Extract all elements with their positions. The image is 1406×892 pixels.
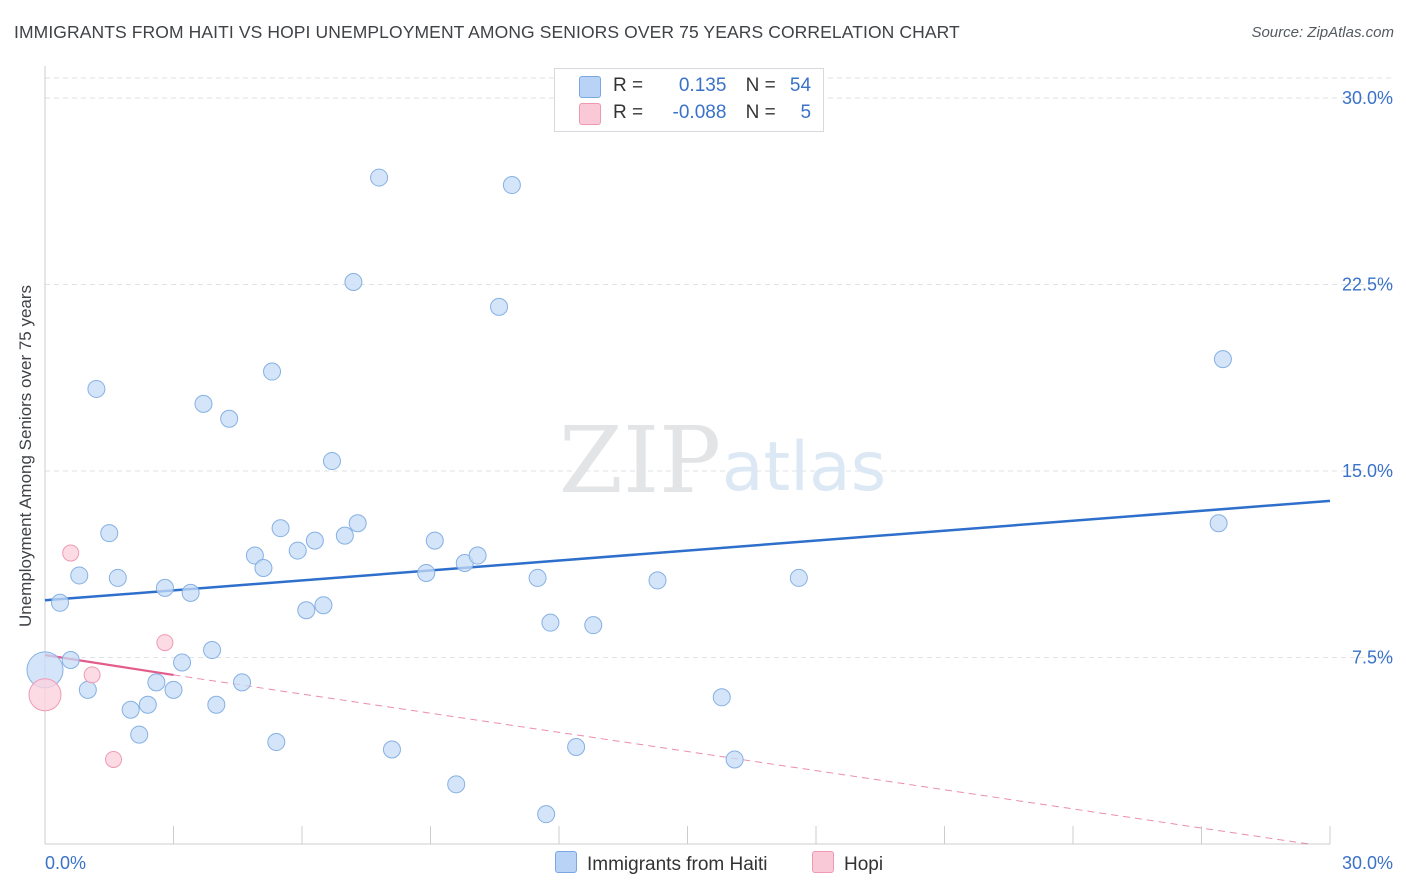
- bottom-legend-swatch-hopi: [812, 851, 834, 873]
- haiti-point: [100, 524, 119, 543]
- legend-r-label: R =: [613, 75, 644, 96]
- hopi-point: [156, 634, 174, 652]
- correlation-legend: R = 0.135 N = 54 R = -0.088 N = 5: [554, 68, 824, 132]
- haiti-point: [271, 519, 290, 538]
- haiti-trend-line: [44, 499, 1331, 602]
- haiti-point: [648, 571, 667, 590]
- haiti-point: [147, 673, 166, 692]
- haiti-point: [490, 297, 509, 316]
- haiti-point: [164, 680, 183, 699]
- y-tick-label: 22.5%: [1342, 275, 1393, 295]
- bottom-legend-label-haiti: Immigrants from Haiti: [587, 854, 768, 875]
- haiti-point: [78, 680, 97, 699]
- haiti-point: [70, 566, 89, 585]
- haiti-point: [305, 531, 324, 550]
- bottom-legend-hopi: Hopi: [812, 851, 883, 876]
- legend-n-label: N =: [745, 75, 776, 96]
- haiti-point: [194, 394, 213, 413]
- y-tick-label: 30.0%: [1342, 88, 1393, 108]
- haiti-point: [173, 653, 192, 672]
- haiti-point: [50, 593, 69, 612]
- haiti-point: [297, 601, 316, 620]
- haiti-point: [417, 563, 436, 582]
- haiti-point: [348, 514, 367, 533]
- haiti-point: [322, 452, 341, 471]
- grid-layer: [45, 77, 1394, 658]
- haiti-point: [584, 616, 603, 635]
- haiti-point: [425, 531, 444, 550]
- haiti-point: [181, 583, 200, 602]
- y-tick-label: 15.0%: [1342, 461, 1393, 481]
- legend-r-value-haiti: 0.135: [678, 75, 727, 96]
- point-layer: [26, 168, 1232, 824]
- bottom-legend-label-hopi: Hopi: [844, 854, 884, 875]
- legend-n-value-hopi: 5: [800, 102, 812, 123]
- hopi-point: [62, 544, 80, 562]
- source-credit: Source: ZipAtlas.com: [1251, 24, 1394, 41]
- haiti-point: [528, 568, 547, 587]
- haiti-point: [233, 673, 252, 692]
- haiti-point: [541, 613, 560, 632]
- axis-layer: 7.5% 15.0% 22.5% 30.0% 0.0% 30.0%: [44, 66, 1393, 873]
- haiti-point: [108, 568, 127, 587]
- watermark-atlas: atlas: [722, 428, 886, 507]
- watermark: ZIP atlas: [559, 407, 886, 514]
- legend-swatch-haiti: [579, 76, 601, 98]
- haiti-point: [502, 176, 521, 195]
- haiti-point: [712, 688, 731, 707]
- haiti-point: [203, 641, 222, 660]
- haiti-point: [1213, 350, 1232, 369]
- haiti-point: [537, 805, 556, 824]
- bottom-legend-haiti: Immigrants from Haiti: [555, 851, 768, 876]
- legend-r-value-hopi: -0.088: [672, 102, 727, 123]
- haiti-point: [789, 568, 808, 587]
- haiti-point: [370, 168, 389, 187]
- haiti-point: [138, 695, 157, 714]
- haiti-point: [725, 750, 744, 769]
- y-tick-label: 7.5%: [1352, 648, 1393, 668]
- haiti-point: [344, 273, 363, 292]
- haiti-point: [567, 738, 586, 757]
- haiti-point: [335, 526, 354, 545]
- bottom-legend-swatch-haiti: [555, 851, 577, 873]
- haiti-point: [382, 740, 401, 759]
- haiti-point: [245, 546, 264, 565]
- haiti-point: [1209, 514, 1228, 533]
- haiti-point: [267, 733, 286, 752]
- haiti-point: [254, 558, 273, 577]
- haiti-point: [87, 379, 106, 398]
- haiti-point: [61, 650, 80, 669]
- haiti-point: [288, 541, 307, 560]
- haiti-point: [263, 362, 282, 381]
- haiti-point: [220, 409, 239, 428]
- legend-r-label: R =: [613, 102, 644, 123]
- haiti-point: [207, 695, 226, 714]
- hopi-point: [105, 750, 123, 768]
- legend-swatch-hopi: [579, 103, 601, 125]
- haiti-point: [155, 578, 174, 597]
- trend-layer: [44, 499, 1331, 845]
- x-tick-label-min: 0.0%: [45, 853, 86, 873]
- haiti-point: [314, 596, 333, 615]
- haiti-point: [447, 775, 466, 794]
- x-tick-label-max: 30.0%: [1342, 853, 1393, 873]
- haiti-point: [468, 546, 487, 565]
- haiti-point: [121, 700, 140, 719]
- haiti-point: [130, 725, 149, 744]
- hopi-point: [28, 678, 62, 712]
- legend-n-label: N =: [745, 102, 776, 123]
- chart-title: IMMIGRANTS FROM HAITI VS HOPI UNEMPLOYME…: [14, 22, 960, 42]
- hopi-point: [83, 666, 101, 684]
- legend-n-value-haiti: 54: [789, 75, 812, 96]
- watermark-zip: ZIP: [559, 407, 721, 514]
